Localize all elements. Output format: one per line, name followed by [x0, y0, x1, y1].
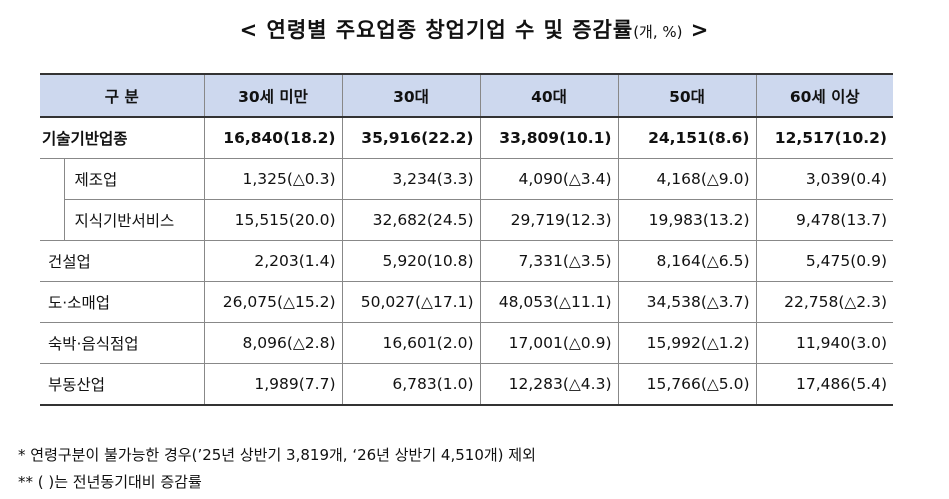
table-cell: 4,168(△9.0) — [617, 158, 757, 200]
title-close: > — [690, 18, 710, 42]
table-cell: 15,766(△5.0) — [617, 363, 757, 406]
row-label: 숙박·음식점업 — [40, 322, 205, 364]
row-label: 도·소매업 — [40, 281, 205, 323]
row-label: 제조업 — [63, 158, 205, 200]
table-cell: 12,283(△4.3) — [479, 363, 619, 406]
table-cell: 8,096(△2.8) — [203, 322, 343, 364]
header-category: 구 분 — [40, 73, 205, 118]
table-cell: 19,983(13.2) — [617, 199, 757, 241]
table-cell: 26,075(△15.2) — [203, 281, 343, 323]
row-label: 기술기반업종 — [40, 117, 205, 159]
table-cell: 15,515(20.0) — [203, 199, 343, 241]
table-row: 도·소매업 26,075(△15.2) 50,027(△17.1) 48,053… — [40, 281, 894, 323]
table-row: 제조업 1,325(△0.3) 3,234(3.3) 4,090(△3.4) 4… — [40, 158, 894, 200]
footnote-change-rate: ** ( )는 전년동기대비 증감률 — [18, 473, 202, 491]
header-age-60plus: 60세 이상 — [755, 73, 894, 118]
table-cell: 6,783(1.0) — [341, 363, 481, 406]
title-unit: (개, %) — [633, 23, 683, 41]
table-cell: 1,989(7.7) — [203, 363, 343, 406]
header-age-under30: 30세 미만 — [203, 73, 343, 118]
table-row: 숙박·음식점업 8,096(△2.8) 16,601(2.0) 17,001(△… — [40, 322, 894, 364]
table-cell: 16,601(2.0) — [341, 322, 481, 364]
table-cell: 17,001(△0.9) — [479, 322, 619, 364]
table-cell: 7,331(△3.5) — [479, 240, 619, 282]
table-header-row: 구 분 30세 미만 30대 40대 50대 60세 이상 — [40, 73, 894, 118]
table-cell: 17,486(5.4) — [755, 363, 894, 406]
table-cell: 12,517(10.2) — [755, 117, 894, 159]
table-cell: 4,090(△3.4) — [479, 158, 619, 200]
table-cell: 16,840(18.2) — [203, 117, 343, 159]
table-cell: 9,478(13.7) — [755, 199, 894, 241]
table-cell: 5,475(0.9) — [755, 240, 894, 282]
table-row: 지식기반서비스 15,515(20.0) 32,682(24.5) 29,719… — [40, 199, 894, 241]
table-cell: 1,325(△0.3) — [203, 158, 343, 200]
table-cell: 48,053(△11.1) — [479, 281, 619, 323]
header-age-30s: 30대 — [341, 73, 481, 118]
table-cell: 8,164(△6.5) — [617, 240, 757, 282]
header-age-50s: 50대 — [617, 73, 757, 118]
table-cell: 2,203(1.4) — [203, 240, 343, 282]
header-age-40s: 40대 — [479, 73, 619, 118]
table-title: < 연령별 주요업종 창업기업 수 및 증감률(개, %) > — [0, 14, 949, 44]
table-cell: 35,916(22.2) — [341, 117, 481, 159]
row-label: 부동산업 — [40, 363, 205, 406]
table-row: 건설업 2,203(1.4) 5,920(10.8) 7,331(△3.5) 8… — [40, 240, 894, 282]
table-cell: 3,039(0.4) — [755, 158, 894, 200]
table-cell: 11,940(3.0) — [755, 322, 894, 364]
table-cell: 50,027(△17.1) — [341, 281, 481, 323]
row-label: 지식기반서비스 — [63, 199, 205, 241]
table-cell: 29,719(12.3) — [479, 199, 619, 241]
table-row: 기술기반업종 16,840(18.2) 35,916(22.2) 33,809(… — [40, 117, 894, 159]
table-cell: 33,809(10.1) — [479, 117, 619, 159]
table-cell: 22,758(△2.3) — [755, 281, 894, 323]
indent-spacer — [40, 159, 64, 200]
title-text: < 연령별 주요업종 창업기업 수 및 증감률 — [239, 18, 634, 42]
indent-spacer — [40, 199, 64, 241]
table-cell: 5,920(10.8) — [341, 240, 481, 282]
table-cell: 34,538(△3.7) — [617, 281, 757, 323]
table-cell: 32,682(24.5) — [341, 199, 481, 241]
table-row: 부동산업 1,989(7.7) 6,783(1.0) 12,283(△4.3) … — [40, 363, 894, 406]
startup-stats-table: 구 분 30세 미만 30대 40대 50대 60세 이상 기술기반업종 16,… — [40, 73, 894, 406]
table-cell: 3,234(3.3) — [341, 158, 481, 200]
table-cell: 15,992(△1.2) — [617, 322, 757, 364]
row-label: 건설업 — [40, 240, 205, 282]
footnote-exclusion: * 연령구분이 불가능한 경우(’25년 상반기 3,819개, ‘26년 상반… — [18, 446, 536, 464]
table-cell: 24,151(8.6) — [617, 117, 757, 159]
